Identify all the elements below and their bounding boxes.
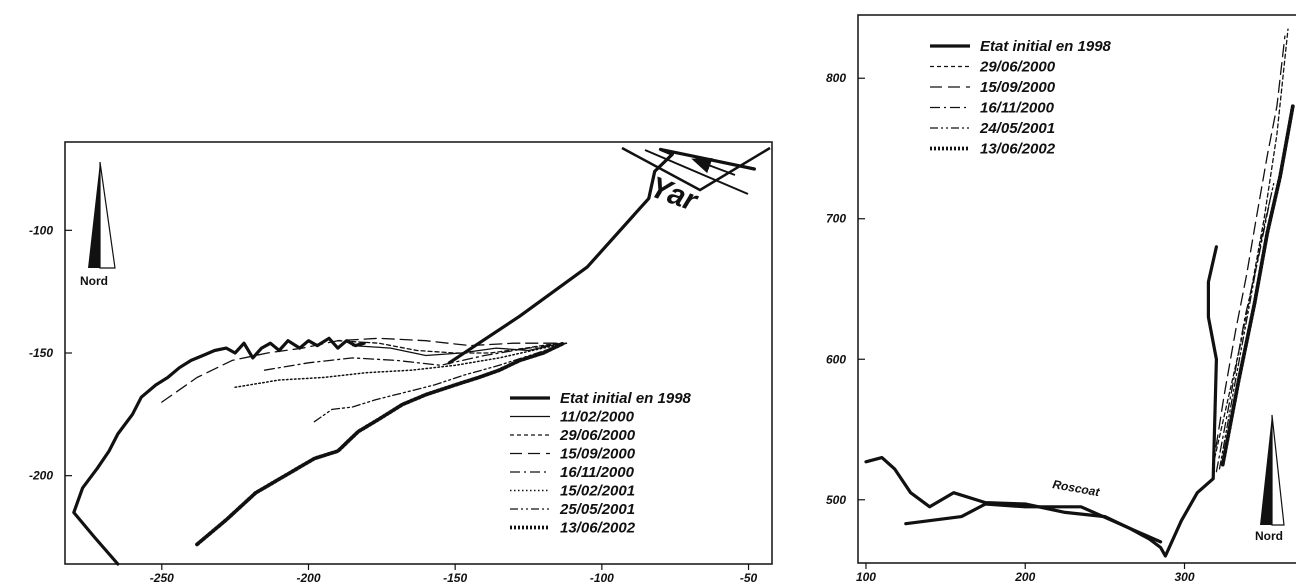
right-y-tick-label-2: 600 [826, 352, 846, 366]
left-legend-label-1: 11/02/2000 [560, 409, 635, 426]
north-label-left: Nord [80, 274, 108, 288]
left-legend-label-4: 16/11/2000 [560, 464, 635, 481]
right-series-15-09-2000 [1212, 35, 1286, 466]
right-ticks: 100 200 300 800 700 600 500 [826, 71, 1195, 583]
north-label-right: Nord [1255, 529, 1283, 543]
right-series-etat-initial-en-1998 [864, 245, 1219, 558]
right-legend-label-4: 24/05/2001 [979, 120, 1055, 137]
right-x-tick-label-2: 300 [1174, 570, 1194, 583]
left-ticks: -250 -200 -150 -100 -50 -100 -150 -200 [29, 223, 758, 583]
left-series-etat-initial-en-1998 [72, 336, 366, 566]
north-arrow-left-light [99, 161, 116, 269]
left-series-15-09-2000 [161, 337, 559, 403]
left-legend: Etat initial en 1998 11/02/200029/06/2000… [510, 390, 692, 537]
north-arrow-left: Nord [80, 161, 116, 288]
left-legend-label-0: Etat initial en 1998 [560, 390, 692, 407]
right-legend: Etat initial en 1998 29/06/2000 15/09/2000… [930, 38, 1112, 158]
left-legend-label-7: 13/06/2002 [560, 520, 636, 537]
left-x-tick-label-1: -200 [296, 571, 320, 583]
roscoat-label: Roscoat [1051, 477, 1101, 499]
left-series-16-11-2000 [263, 342, 568, 371]
right-legend-label-2: 15/09/2000 [980, 79, 1056, 96]
yar-river: Yar [621, 146, 771, 219]
left-y-tick-label-1: -150 [29, 346, 53, 360]
right-series-16-11-2000 [1215, 197, 1272, 473]
left-legend-label-2: 29/06/2000 [559, 427, 636, 444]
left-x-tick-label-4: -50 [740, 571, 758, 583]
yar-label: Yar [646, 171, 704, 219]
right-y-tick-label-3: 500 [826, 493, 846, 507]
left-series [72, 147, 757, 566]
left-series-11-02-2000 [351, 342, 562, 357]
right-series-29-06-2000 [1212, 28, 1289, 466]
right-x-tick-label-0: 100 [856, 570, 876, 583]
right-chart: 100 200 300 800 700 600 500 Roscoat Nord Etat … [826, 14, 1296, 583]
left-legend-label-5: 15/02/2001 [560, 483, 635, 500]
north-arrow-right-dark [1260, 415, 1272, 525]
left-y-tick-label-0: -100 [29, 223, 53, 237]
right-series-unnamed-1 [904, 502, 1163, 544]
right-x-tick-label-1: 200 [1014, 570, 1035, 583]
left-series-13-06-2002 [195, 341, 566, 547]
north-arrow-right-light [1271, 414, 1285, 526]
right-legend-label-5: 13/06/2002 [980, 141, 1056, 158]
right-legend-label-0: Etat initial en 1998 [980, 38, 1112, 55]
left-y-tick-label-2: -200 [29, 469, 53, 483]
left-series-unnamed-8 [447, 147, 757, 365]
right-series-13-06-2002 [1220, 104, 1295, 467]
right-legend-label-3: 16/11/2000 [980, 100, 1055, 117]
yar-bank-north [621, 146, 771, 192]
right-y-tick-label-0: 800 [826, 71, 846, 85]
right-plot-frame [857, 14, 1296, 564]
left-x-tick-label-0: -250 [150, 571, 174, 583]
north-arrow-right: Nord [1255, 414, 1285, 543]
left-x-tick-label-2: -150 [443, 571, 467, 583]
right-series [864, 28, 1295, 558]
north-arrow-left-dark [88, 162, 100, 268]
left-legend-label-3: 15/09/2000 [560, 446, 636, 463]
left-series-15-02-2001 [234, 342, 568, 389]
left-chart: -250 -200 -150 -100 -50 -100 -150 -200 Yar Nord… [29, 141, 773, 583]
right-series-24-05-2001 [1218, 182, 1275, 470]
right-legend-label-1: 29/06/2000 [979, 59, 1056, 76]
left-x-tick-label-3: -100 [590, 571, 614, 583]
yar-flow-arrow [691, 158, 736, 176]
left-legend-label-6: 25/05/2001 [559, 501, 635, 518]
right-y-tick-label-1: 700 [826, 212, 846, 226]
